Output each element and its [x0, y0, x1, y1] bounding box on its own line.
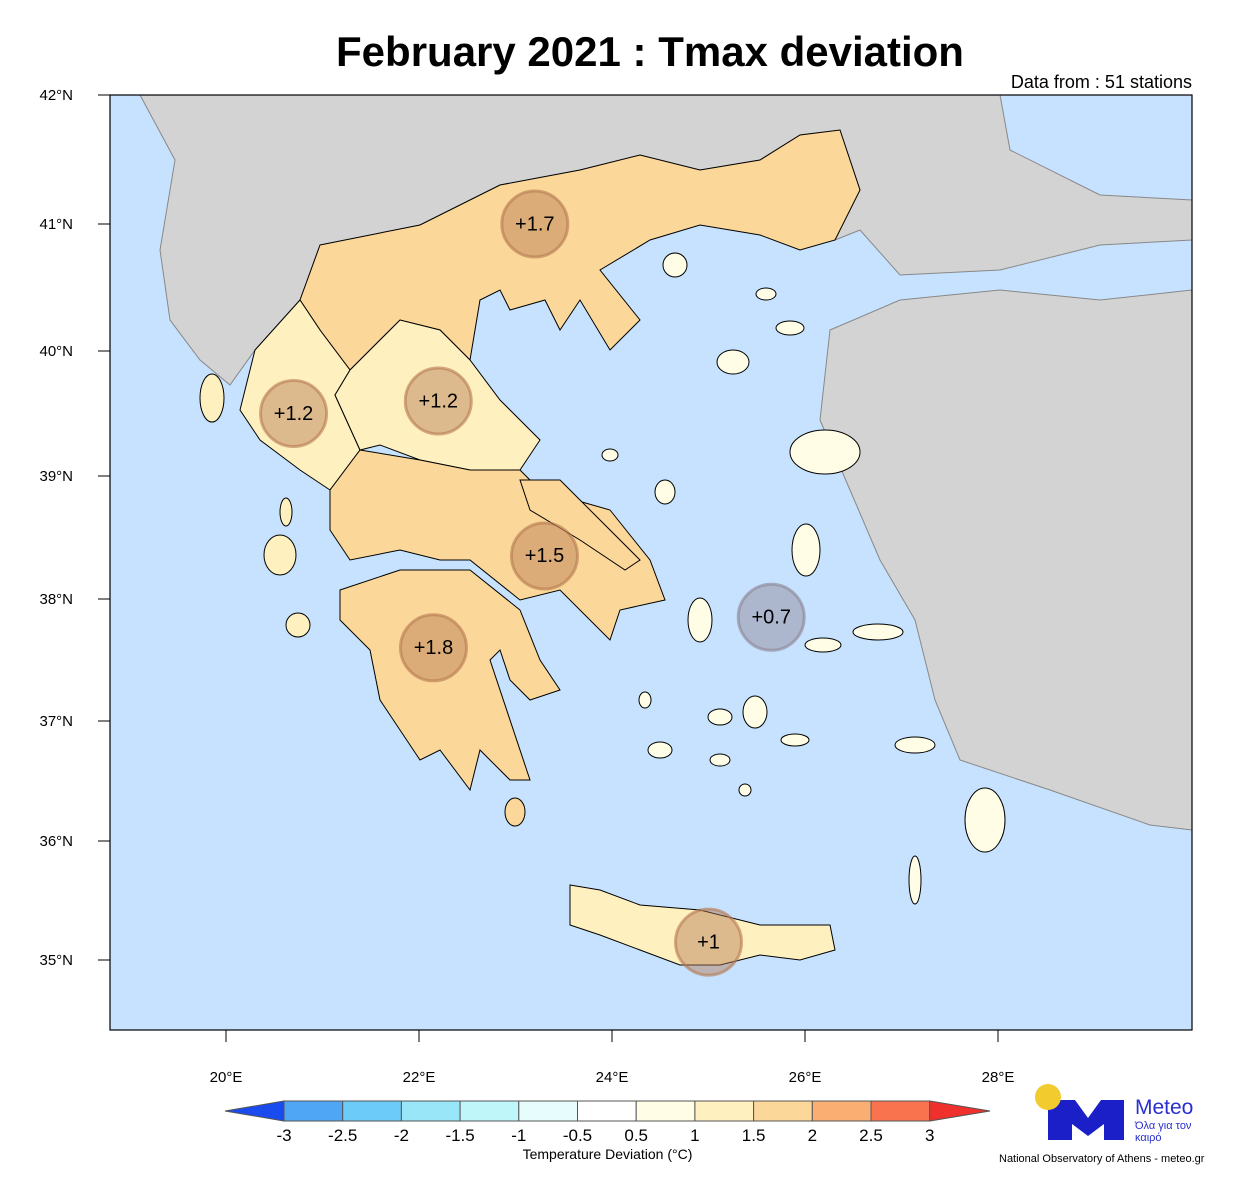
station-marker: +0.7 — [736, 582, 806, 652]
lat-tick-label: 38°N — [39, 591, 73, 608]
region-peloponnese — [339, 569, 561, 792]
marker-value: +1.5 — [525, 545, 564, 567]
colorbar-label: -3 — [276, 1126, 291, 1145]
lat-tick-label: 36°N — [39, 833, 73, 850]
marker-value: +1.7 — [515, 213, 554, 235]
marker-circle — [736, 582, 806, 652]
colorbar-over-arrow — [929, 1100, 991, 1122]
colorbar-swatch — [694, 1100, 755, 1122]
colorbar-title: Temperature Deviation (°C) — [522, 1146, 693, 1162]
colorbar-label: 2 — [808, 1126, 817, 1145]
marker-circle — [674, 907, 743, 977]
marker-value: +1.2 — [419, 390, 458, 412]
colorbar-label: 1 — [690, 1126, 699, 1145]
marker-circle — [509, 521, 579, 591]
lon-tick-label: 22°E — [403, 1069, 436, 1086]
credit: National Observatory of Athens - meteo.g… — [999, 1153, 1205, 1165]
colorbar-swatch — [518, 1100, 578, 1122]
station-marker: +1 — [674, 907, 743, 977]
colorbar-swatch — [635, 1100, 696, 1122]
colorbar-label: -2 — [394, 1126, 409, 1145]
colorbar-label: -1 — [511, 1126, 526, 1145]
stations-note: Data from : 51 stations — [1010, 72, 1192, 92]
station-marker: +1.2 — [403, 366, 473, 436]
region-euboea — [519, 479, 641, 571]
colorbar-label: -2.5 — [328, 1126, 357, 1145]
station-marker: +1.5 — [509, 521, 579, 591]
marker-circle — [259, 379, 329, 448]
logo-tagline: Όλα για τον καιρό — [1135, 1120, 1192, 1144]
colorbar-label: -1.5 — [445, 1126, 474, 1145]
colorbar-swatch — [459, 1100, 520, 1122]
colorbar-label: 2.5 — [859, 1126, 883, 1145]
logo-sun-icon — [1035, 1084, 1061, 1110]
lat-tick-label: 35°N — [39, 952, 73, 969]
colorbar-swatch — [400, 1100, 461, 1122]
marker-circle — [403, 366, 473, 436]
logo-name: Meteo — [1135, 1096, 1194, 1119]
aegean-islands — [601, 252, 1006, 905]
meteo-logo — [1035, 1084, 1124, 1140]
logo-m-shape — [1048, 1100, 1124, 1140]
colorbar-swatch — [753, 1100, 813, 1122]
region-crete — [569, 884, 836, 966]
marker-value: +1.2 — [274, 403, 313, 425]
colorbar-swatch — [342, 1100, 402, 1122]
lat-tick-label: 37°N — [39, 713, 73, 730]
colorbar-label: 3 — [925, 1126, 934, 1145]
colorbar-label: 0.5 — [624, 1126, 648, 1145]
lon-tick-label: 20°E — [210, 1069, 243, 1086]
kythira-island — [504, 797, 526, 827]
lon-tick-label: 24°E — [596, 1069, 629, 1086]
station-marker: +1.2 — [259, 379, 329, 448]
lat-tick-label: 42°N — [39, 87, 73, 104]
asia-minor-land — [819, 289, 1192, 831]
lon-tick-label: 28°E — [982, 1069, 1015, 1086]
marker-circle — [500, 189, 570, 259]
station-marker: +1.8 — [398, 613, 468, 683]
ionian-islands — [199, 373, 311, 638]
colorbar-label: -0.5 — [563, 1126, 592, 1145]
marker-value: +0.7 — [751, 607, 790, 629]
colorbar: -3 -2.5 -2 -1.5 -1 -0.5 0.5 1 1.5 2 2.5 3 — [224, 1100, 991, 1145]
colorbar-under-arrow — [224, 1100, 285, 1122]
lon-tick-label: 26°E — [789, 1069, 822, 1086]
colorbar-swatch — [870, 1100, 931, 1122]
colorbar-swatch — [283, 1100, 344, 1122]
region-central-greece — [329, 449, 666, 641]
lat-tick-label: 39°N — [39, 468, 73, 485]
map-title: February 2021 : Tmax deviation — [336, 28, 964, 75]
station-marker: +1.7 — [500, 189, 570, 259]
colorbar-label: 1.5 — [742, 1126, 766, 1145]
map-frame — [109, 94, 1193, 1031]
marker-value: +1 — [697, 931, 720, 953]
marker-value: +1.8 — [414, 637, 453, 659]
marker-circle — [398, 613, 468, 683]
lat-tick-label: 41°N — [39, 216, 73, 233]
colorbar-swatch — [577, 1100, 637, 1122]
lat-tick-label: 40°N — [39, 343, 73, 360]
colorbar-swatch — [811, 1100, 872, 1122]
